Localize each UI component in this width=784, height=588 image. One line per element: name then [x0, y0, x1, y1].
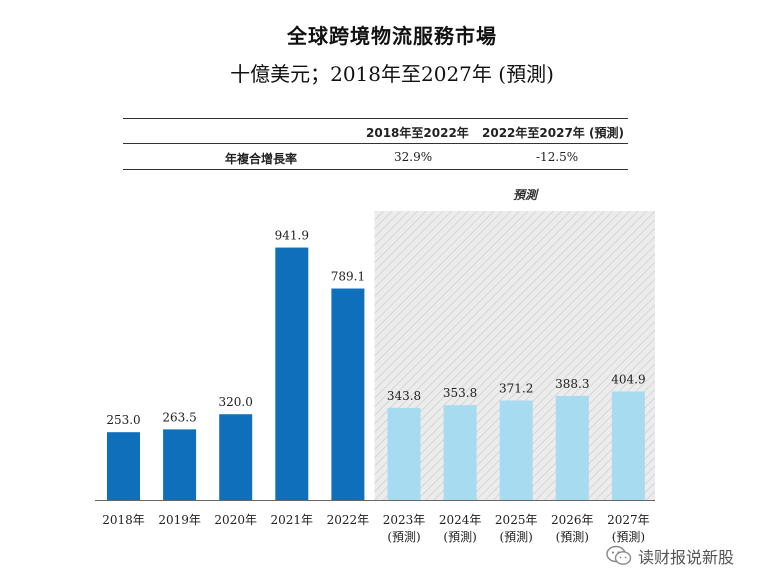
value-label: 353.8 [443, 386, 477, 400]
category-label: 2025年 [495, 513, 538, 527]
value-label: 789.1 [331, 270, 365, 284]
category-label: 2018年 [102, 513, 145, 527]
category-note: (預測) [612, 530, 645, 544]
cagr-row-label: 年複合增長率 [225, 152, 298, 166]
value-label: 388.3 [555, 377, 589, 391]
category-label: 2019年 [158, 513, 201, 527]
bar-2024年 [443, 405, 477, 500]
bar-2022年 [331, 288, 365, 500]
category-label: 2027年 [607, 513, 650, 527]
bar-2027年 [611, 391, 645, 500]
category-label: 2022年 [327, 513, 370, 527]
bar-2020年 [219, 414, 253, 500]
bar-2021年 [275, 247, 309, 500]
category-label: 2021年 [271, 513, 314, 527]
table-mid-rule [123, 143, 628, 144]
watermark: 读财报说新股 [606, 542, 734, 570]
cagr-col1-value: 32.9% [394, 150, 433, 164]
wechat-icon [606, 545, 632, 565]
category-note: (預測) [500, 530, 533, 544]
table-top-rule [123, 118, 628, 119]
category-label: 2020年 [214, 513, 257, 527]
value-label: 404.9 [611, 372, 645, 386]
bar-2019年 [163, 429, 197, 500]
value-label: 253.0 [106, 413, 140, 427]
value-label: 371.2 [499, 382, 533, 396]
chart-title: 全球跨境物流服務市場 [287, 24, 497, 48]
category-label: 2023年 [383, 513, 426, 527]
category-label: 2024年 [439, 513, 482, 527]
category-label: 2026年 [551, 513, 594, 527]
cagr-col1-header: 2018年至2022年 [366, 126, 469, 140]
value-label: 941.9 [275, 229, 309, 243]
category-note: (預測) [556, 530, 589, 544]
category-note: (預測) [443, 530, 476, 544]
value-label: 320.0 [219, 395, 253, 409]
cagr-col2-value: -12.5% [536, 150, 579, 164]
cagr-table: 2018年至2022年 2022年至2027年 (預測) 年複合增長率 32.9… [123, 118, 628, 170]
cagr-col2-header: 2022年至2027年 (預測) [482, 126, 624, 140]
chart-subtitle: 十億美元；2018年至2027年 (預測) [230, 62, 554, 86]
value-label: 343.8 [387, 389, 421, 403]
table-bottom-rule [123, 169, 628, 170]
category-note: (預測) [387, 530, 420, 544]
bar-2025年 [499, 400, 533, 500]
bar-2023年 [387, 407, 421, 500]
watermark-text: 读财报说新股 [638, 548, 735, 567]
bar-2026年 [555, 395, 589, 500]
forecast-label: 預測 [512, 188, 537, 202]
value-label: 263.5 [162, 410, 196, 424]
bar-2018年 [107, 432, 140, 500]
